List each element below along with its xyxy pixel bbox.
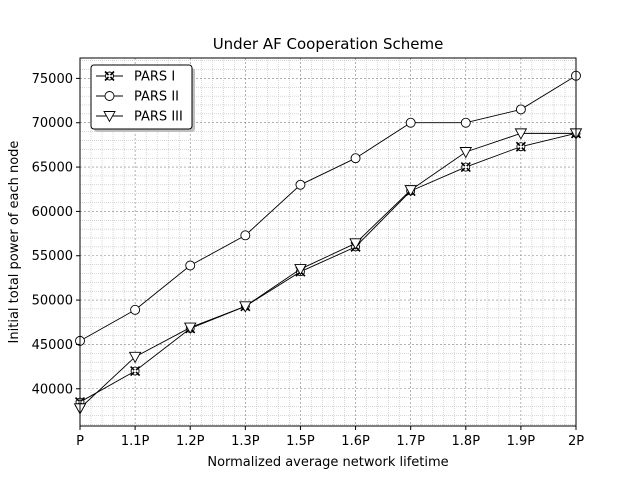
y-tick-label: 65000 <box>32 161 73 176</box>
y-tick-label: 50000 <box>32 294 73 309</box>
data-point <box>185 260 196 271</box>
y-tick-label: 55000 <box>32 249 73 264</box>
legend-box <box>90 64 193 130</box>
legend-marker <box>104 70 115 82</box>
data-point <box>515 141 526 152</box>
legend-marker <box>104 91 115 101</box>
series-line-3 <box>79 132 576 409</box>
legend-label: PARS I <box>134 70 175 85</box>
data-point <box>350 153 361 164</box>
data-point <box>460 117 471 128</box>
data-point <box>405 117 416 128</box>
marker-center <box>133 369 137 373</box>
series-line-1 <box>79 132 577 403</box>
ticks: 40000 45000 50000 55000 60000 65000 70000 75000… <box>32 72 585 449</box>
legend-label: PARS II <box>134 90 179 105</box>
x-tick-label: 1.7P <box>396 434 425 449</box>
y-tick-label: 40000 <box>32 382 73 397</box>
x-tick-label: 1.8P <box>452 434 481 449</box>
data-point <box>128 351 142 364</box>
marker-center <box>108 74 111 78</box>
x-axis-label: Normalized average network lifetime <box>207 455 448 470</box>
data-point <box>130 304 141 315</box>
y-tick-label: 75000 <box>32 72 73 87</box>
legend-marker <box>103 111 116 123</box>
y-axis-label: Initial total power of each node <box>7 141 22 344</box>
data-point <box>239 301 252 313</box>
data-point <box>240 230 251 241</box>
data-point <box>183 322 197 335</box>
legend: PARS I PARS II PARS III <box>90 64 195 132</box>
x-tick-label: P <box>76 434 84 449</box>
marker-center <box>464 165 468 169</box>
data-point <box>295 179 306 190</box>
y-tick-label: 45000 <box>32 338 73 353</box>
data-point <box>404 185 417 197</box>
series-line-2 <box>79 75 577 342</box>
chart-title: Under AF Cooperation Scheme <box>213 35 444 53</box>
plot-frame <box>79 57 577 427</box>
x-tick-label: 1.9P <box>507 434 536 449</box>
data-point <box>294 264 307 276</box>
data-point <box>349 238 362 250</box>
x-tick-label: 1.6P <box>341 434 370 449</box>
x-tick-label: 1.2P <box>176 434 205 449</box>
data-point <box>459 147 473 159</box>
legend-label: PARS III <box>134 110 183 125</box>
data-point <box>515 104 526 115</box>
data-point <box>460 162 471 173</box>
x-tick-label: 1.5P <box>286 434 315 449</box>
y-tick-label: 70000 <box>32 116 73 131</box>
grid <box>79 58 577 426</box>
data-point <box>514 128 528 140</box>
x-tick-label: 1.1P <box>121 434 150 449</box>
x-tick-label: 2P <box>568 434 584 449</box>
data-point <box>130 365 141 377</box>
marker-center <box>519 145 523 149</box>
y-tick-label: 60000 <box>32 205 73 220</box>
x-tick-label: 1.3P <box>231 434 260 449</box>
